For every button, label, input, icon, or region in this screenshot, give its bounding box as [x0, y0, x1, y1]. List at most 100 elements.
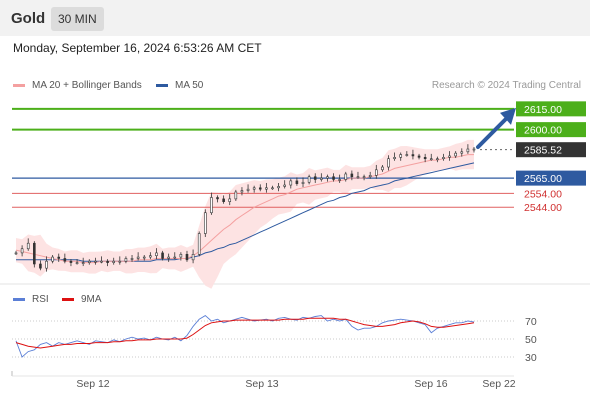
- candle-body: [454, 152, 457, 157]
- instrument-name: Gold: [11, 10, 46, 27]
- candle-body: [197, 233, 201, 255]
- candle-body: [57, 256, 61, 259]
- candle-body: [167, 256, 170, 259]
- candle-body: [466, 148, 470, 153]
- candle-body: [204, 212, 207, 234]
- candle-body: [246, 188, 250, 191]
- candle-body: [155, 252, 158, 256]
- candle-body: [307, 176, 311, 183]
- ma50-line: [16, 162, 475, 262]
- research-credit: Research © 2024 Trading Central: [431, 80, 581, 91]
- candle-body: [81, 262, 85, 264]
- candle-body: [448, 155, 451, 158]
- candle-body: [75, 262, 79, 264]
- candle-body: [45, 260, 48, 269]
- candle-body: [295, 180, 299, 184]
- candle-body: [374, 169, 378, 176]
- legend-swatch-rsi: [13, 298, 25, 301]
- candle-body: [423, 157, 427, 160]
- legend-ma50: MA 50: [156, 80, 203, 91]
- candle-body: [142, 256, 146, 259]
- candle-body: [149, 255, 152, 258]
- rsi-level-label: 30: [525, 352, 537, 364]
- candle-body: [191, 253, 195, 261]
- candle-body: [106, 260, 109, 263]
- candle-body: [87, 260, 91, 263]
- forecast-arrow-shaft: [476, 116, 508, 150]
- timeframe-badge[interactable]: 30 MIN: [51, 7, 104, 31]
- candle-body: [240, 190, 244, 193]
- candle-body: [173, 256, 177, 259]
- candle-body: [136, 256, 140, 259]
- legend-rsi-9ma: 9MA: [62, 294, 102, 305]
- candle-body: [252, 187, 256, 190]
- candle-body: [100, 260, 103, 263]
- legend-label-ma20: MA 20 + Bollinger Bands: [32, 80, 142, 91]
- candle-body: [14, 252, 18, 255]
- candle-body: [124, 258, 128, 262]
- candle-body: [69, 260, 73, 263]
- candle-body: [399, 154, 403, 158]
- candle-body: [405, 154, 409, 156]
- candle-body: [381, 166, 384, 171]
- legend-swatch-ma50: [156, 84, 168, 87]
- level-tag-2: [516, 142, 586, 158]
- candle-body: [289, 180, 293, 186]
- candle-body: [271, 187, 274, 190]
- rsi-9ma-line: [15, 317, 475, 349]
- legend-label-ma50: MA 50: [175, 80, 204, 91]
- legend-rsi: RSI: [13, 294, 49, 305]
- candle-body: [216, 197, 219, 200]
- level-label-1: 2600.00: [524, 125, 562, 137]
- rsi-level-label: 70: [525, 316, 537, 328]
- candle-body: [258, 187, 262, 190]
- level-tag-0: [516, 101, 586, 117]
- candle-body: [393, 157, 396, 160]
- candle-body: [112, 260, 116, 263]
- forecast-arrow-head: [500, 107, 516, 125]
- candle-body: [442, 157, 445, 160]
- candle-body: [472, 148, 476, 151]
- candle-body: [313, 176, 317, 180]
- level-tag-1: [516, 122, 586, 138]
- candle-body: [20, 248, 24, 254]
- candle-body: [210, 197, 213, 214]
- x-axis-label: Sep 12: [76, 378, 109, 390]
- candle-body: [234, 191, 238, 200]
- candle-body: [368, 175, 372, 178]
- candle-body: [356, 176, 360, 179]
- candle-body: [63, 258, 67, 262]
- level-label-0: 2615.00: [524, 104, 562, 116]
- candle-body: [436, 158, 439, 161]
- ma20-line: [15, 154, 474, 264]
- candle-body: [179, 253, 183, 258]
- candle-body: [429, 158, 433, 161]
- candle-body: [411, 154, 415, 157]
- rsi-level-label: 50: [525, 334, 537, 346]
- candle-body: [265, 187, 268, 190]
- level-label-4: 2554.00: [524, 188, 562, 200]
- candle-body: [222, 198, 225, 202]
- candle-body: [33, 242, 36, 265]
- candle-body: [417, 155, 421, 158]
- candle-body: [228, 198, 232, 202]
- legend-label-rsi: RSI: [32, 294, 49, 305]
- candle-body: [320, 177, 323, 180]
- candle-body: [301, 181, 305, 184]
- level-label-2: 2585.52: [524, 145, 562, 157]
- legend-swatch-ma20: [13, 84, 25, 87]
- candle-body: [94, 260, 97, 263]
- x-axis-label: Sep 22: [482, 378, 515, 390]
- candle-body: [332, 176, 335, 180]
- candle-body: [161, 252, 164, 259]
- candle-body: [283, 184, 286, 187]
- candle-body: [362, 176, 366, 179]
- candle-body: [387, 158, 390, 168]
- candle-body: [326, 176, 329, 179]
- candle-body: [338, 179, 341, 181]
- x-axis-label: Sep 13: [245, 378, 278, 390]
- chart-datetime: Monday, September 16, 2024 6:53:26 AM CE…: [13, 41, 262, 55]
- legend-label-9ma: 9MA: [81, 294, 102, 305]
- candle-body: [460, 151, 464, 154]
